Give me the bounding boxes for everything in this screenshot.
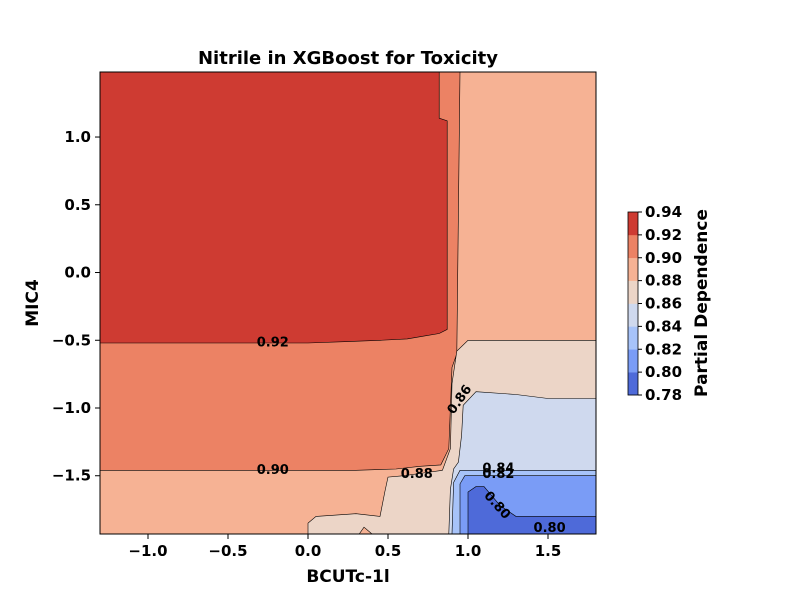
contour-label-5: 0.82 <box>482 467 514 482</box>
colorbar-tick-label: 0.94 <box>645 203 682 221</box>
contour-region-7 <box>467 486 596 534</box>
colorbar-tick-label: 0.82 <box>645 340 682 358</box>
colorbar-tick-label: 0.92 <box>645 226 682 244</box>
colorbar-tick-label: 0.86 <box>645 295 682 313</box>
contour-label-7: 0.80 <box>534 521 566 536</box>
x-axis: −1.0 −0.5 0.0 0.5 1.0 1.5 <box>128 534 561 560</box>
contour-regions <box>100 72 596 534</box>
colorbar: 0.78 0.80 0.82 0.84 0.86 0.88 0.90 0.92 0.94 <box>627 203 682 404</box>
y-tick-label: 0.5 <box>64 196 91 214</box>
y-tick-label: 0.0 <box>64 264 91 282</box>
contour-label-1: 0.90 <box>257 463 289 478</box>
y-tick-label: −1.0 <box>52 399 91 417</box>
x-tick-label: 1.0 <box>455 542 482 560</box>
contour-region-2 <box>100 72 448 344</box>
colorbar-tick-label: 0.90 <box>645 249 682 267</box>
x-tick-label: 0.0 <box>295 542 322 560</box>
colorbar-segment <box>628 280 638 304</box>
y-tick-label: −0.5 <box>52 331 91 349</box>
x-tick-label: 1.5 <box>535 542 562 560</box>
plot-frame <box>99 71 597 535</box>
chart-title: Nitrile in XGBoost for Toxicity <box>198 48 498 69</box>
contour-label-0: 0.92 <box>257 335 289 350</box>
colorbar-tick-label: 0.80 <box>645 363 682 381</box>
colorbar-segment <box>628 349 638 373</box>
colorbar-segment <box>628 257 638 281</box>
y-axis-title: MIC4 <box>23 279 43 327</box>
contour-labels: 0.920.90 0.880.860.840.820.800.80 <box>257 335 566 536</box>
colorbar-title: Partial Dependence <box>692 209 712 397</box>
x-tick-label: −1.0 <box>128 542 167 560</box>
colorbar-tick-label: 0.78 <box>645 386 682 404</box>
contour-label-4: 0.84 <box>482 461 514 476</box>
colorbar-tick-label: 0.84 <box>645 317 682 335</box>
x-tick-label: −0.5 <box>208 542 247 560</box>
x-axis-title: BCUTc-1l <box>306 567 389 587</box>
y-axis: 1.0 0.5 0.0 −0.5 −1.0 −1.5 <box>52 128 100 485</box>
colorbar-segment <box>628 326 638 350</box>
contour-label-2: 0.88 <box>401 467 433 482</box>
colorbar-tick-label: 0.88 <box>645 272 682 290</box>
colorbar-segment <box>628 303 638 327</box>
x-tick-label: 0.5 <box>375 542 402 560</box>
colorbar-segment <box>628 234 638 259</box>
y-tick-label: −1.5 <box>52 467 91 485</box>
colorbar-segment <box>628 212 638 236</box>
y-tick-label: 1.0 <box>64 128 91 146</box>
colorbar-segment <box>628 372 638 396</box>
